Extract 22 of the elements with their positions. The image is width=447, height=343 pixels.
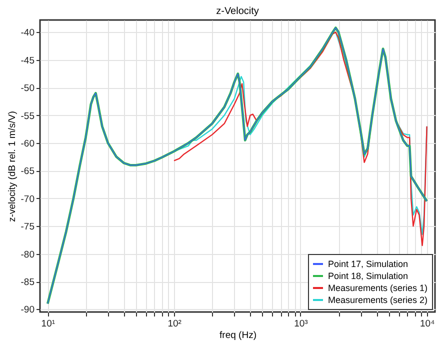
- y-tick-label: -90: [20, 304, 34, 316]
- y-tick-label: -80: [20, 249, 34, 260]
- y-tick-label: -55: [20, 110, 34, 122]
- x-tick-label: 10¹: [41, 318, 56, 330]
- y-axis-title: z-velocity (dB rel. 1 m/s/V): [6, 111, 18, 222]
- y-tick-label: -45: [20, 55, 34, 66]
- y-tick-label: -65: [20, 166, 34, 178]
- legend-label: Point 17, Simulation: [328, 259, 408, 269]
- y-tick-label: -85: [20, 277, 34, 288]
- x-tick-label: 10²: [168, 318, 182, 330]
- y-tick-label: -40: [20, 28, 34, 39]
- legend-label: Measurements (series 2): [328, 295, 428, 305]
- chart-title: z-Velocity: [216, 6, 259, 17]
- x-tick-label: 10³: [294, 318, 308, 330]
- x-tick-label: 10⁴: [420, 318, 435, 330]
- legend-label: Point 18, Simulation: [328, 271, 408, 281]
- x-axis-title: freq (Hz): [220, 330, 256, 341]
- y-tick-label: -50: [20, 83, 34, 94]
- y-tick-label: -70: [20, 194, 34, 205]
- y-tick-label: -75: [20, 222, 34, 233]
- legend-label: Measurements (series 1): [328, 283, 428, 293]
- y-tick-label: -60: [20, 138, 34, 150]
